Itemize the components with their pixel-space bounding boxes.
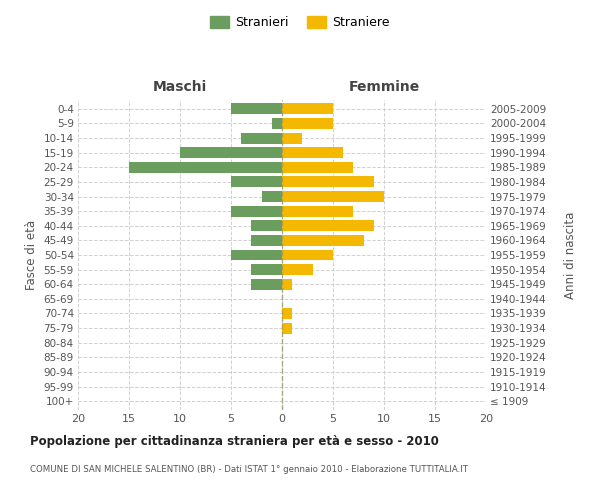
Bar xyxy=(282,220,374,231)
Y-axis label: Fasce di età: Fasce di età xyxy=(25,220,38,290)
Bar xyxy=(251,235,282,246)
Bar xyxy=(282,250,333,260)
Bar xyxy=(129,162,282,172)
Y-axis label: Anni di nascita: Anni di nascita xyxy=(563,212,577,298)
Bar xyxy=(282,308,292,319)
Bar xyxy=(282,235,364,246)
Bar xyxy=(282,147,343,158)
Bar xyxy=(231,176,282,188)
Text: Femmine: Femmine xyxy=(349,80,419,94)
Bar xyxy=(251,220,282,231)
Bar xyxy=(282,191,384,202)
Bar xyxy=(282,104,333,115)
Bar xyxy=(282,132,302,143)
Bar xyxy=(282,176,374,188)
Bar xyxy=(251,279,282,289)
Bar xyxy=(231,104,282,115)
Bar xyxy=(180,147,282,158)
Bar xyxy=(282,279,292,289)
Bar xyxy=(282,118,333,129)
Bar xyxy=(282,322,292,334)
Bar xyxy=(251,264,282,275)
Text: Popolazione per cittadinanza straniera per età e sesso - 2010: Popolazione per cittadinanza straniera p… xyxy=(30,435,439,448)
Bar xyxy=(282,264,313,275)
Bar xyxy=(282,162,353,172)
Legend: Stranieri, Straniere: Stranieri, Straniere xyxy=(205,11,395,34)
Bar xyxy=(231,206,282,216)
Bar xyxy=(231,250,282,260)
Text: COMUNE DI SAN MICHELE SALENTINO (BR) - Dati ISTAT 1° gennaio 2010 - Elaborazione: COMUNE DI SAN MICHELE SALENTINO (BR) - D… xyxy=(30,465,468,474)
Bar xyxy=(272,118,282,129)
Bar xyxy=(282,206,353,216)
Bar xyxy=(262,191,282,202)
Bar xyxy=(241,132,282,143)
Text: Maschi: Maschi xyxy=(153,80,207,94)
